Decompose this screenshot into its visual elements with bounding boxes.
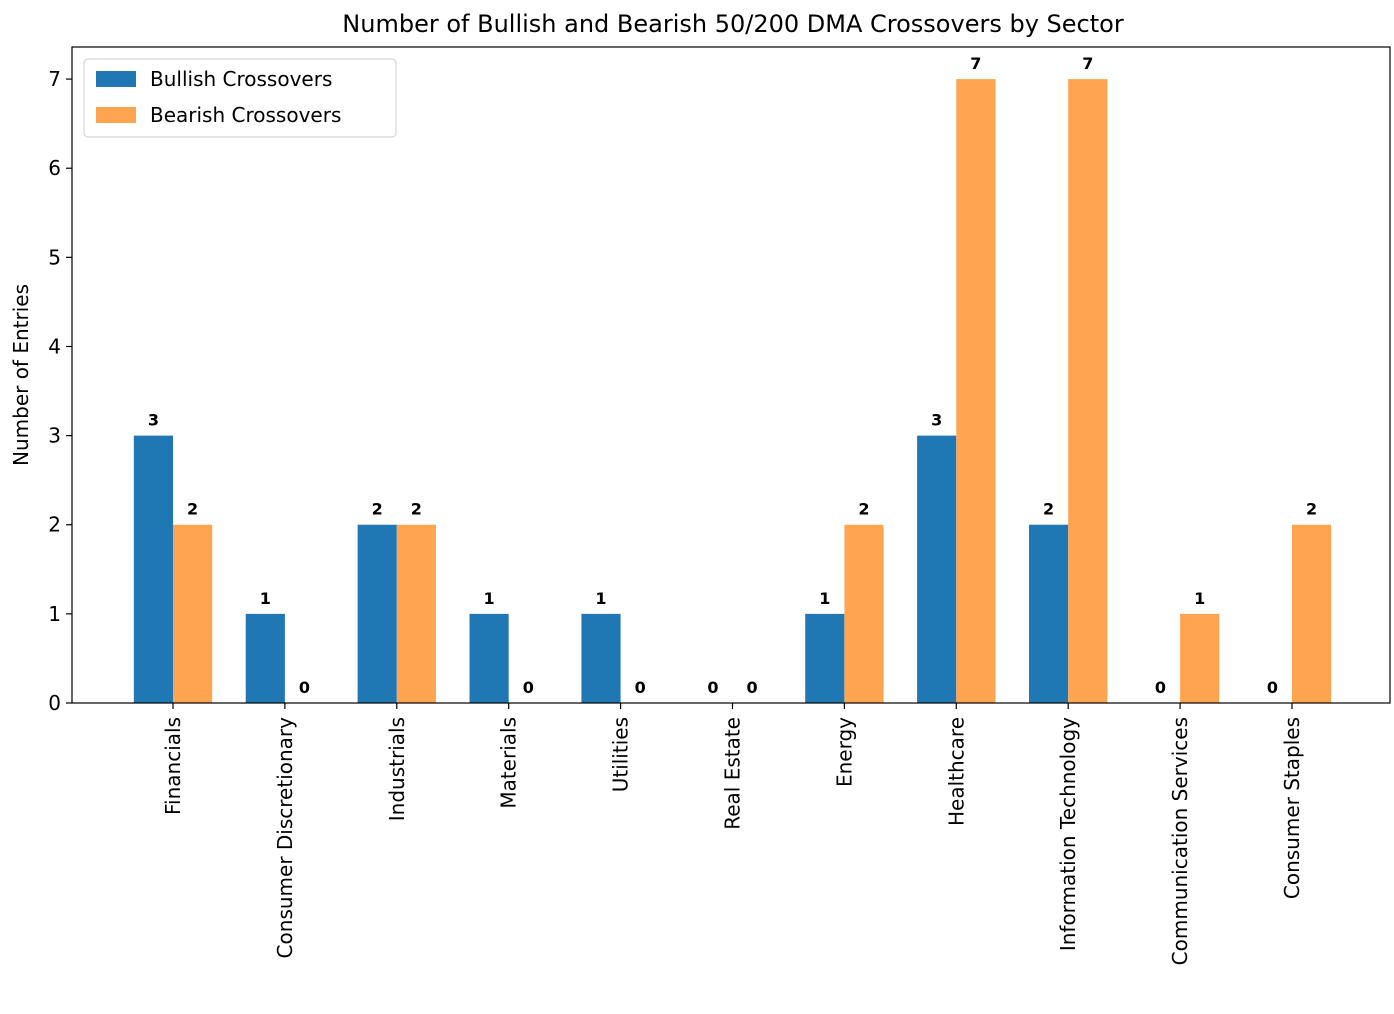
x-tick-label: Healthcare: [944, 717, 968, 826]
bar: [1068, 79, 1108, 703]
bar: [469, 613, 509, 703]
plot-frame: [71, 46, 1391, 704]
legend: Bullish Crossovers Bearish Crossovers: [83, 58, 397, 138]
value-label: 2: [372, 500, 383, 519]
x-tick-label: Consumer Staples: [1280, 717, 1304, 899]
x-tick-label: Materials: [497, 717, 521, 809]
value-label: 0: [1155, 678, 1166, 697]
y-tick-label: 5: [48, 245, 61, 269]
value-label: 2: [858, 500, 869, 519]
x-tick-label: Consumer Discretionary: [273, 717, 297, 959]
value-label: 7: [1082, 54, 1093, 73]
y-tick-label: 1: [48, 602, 61, 626]
bar: [917, 435, 957, 703]
value-label: 1: [484, 589, 495, 608]
value-label: 3: [148, 411, 159, 430]
bar: [245, 613, 285, 703]
value-label: 2: [411, 500, 422, 519]
bar: [172, 524, 213, 703]
value-label: 1: [819, 589, 830, 608]
legend-swatch: [96, 107, 136, 123]
legend-label: Bearish Crossovers: [150, 103, 341, 127]
legend-label: Bullish Crossovers: [150, 67, 332, 91]
value-label: 7: [970, 54, 981, 73]
x-tick-label: Industrials: [385, 717, 409, 821]
bar: [844, 524, 884, 703]
x-tick-label: Communication Services: [1168, 717, 1192, 965]
value-label: 0: [746, 678, 757, 697]
y-axis-label: Number of Entries: [9, 284, 33, 466]
value-label: 2: [1043, 500, 1054, 519]
value-label: 0: [635, 678, 646, 697]
value-label: 0: [707, 678, 718, 697]
x-tick-label: Real Estate: [720, 717, 744, 830]
bar: [1291, 524, 1332, 703]
bar: [581, 613, 621, 703]
y-tick-label: 2: [48, 513, 61, 537]
bar: [805, 613, 845, 703]
value-label: 0: [299, 678, 310, 697]
value-label: 1: [595, 589, 606, 608]
legend-frame: [83, 58, 397, 138]
x-tick-label: Energy: [832, 717, 856, 787]
bar: [396, 524, 436, 703]
value-label: 0: [523, 678, 534, 697]
value-label: 0: [1267, 678, 1278, 697]
value-label: 2: [1306, 500, 1317, 519]
legend-swatch: [96, 71, 136, 87]
bar: [133, 435, 173, 703]
bar: [1180, 613, 1220, 703]
y-tick-label: 4: [48, 334, 61, 358]
value-label: 1: [260, 589, 271, 608]
bar: [956, 79, 996, 703]
y-tick-label: 6: [48, 156, 61, 180]
value-label: 1: [1194, 589, 1205, 608]
value-label: 2: [187, 500, 198, 519]
bar: [1029, 524, 1069, 703]
value-label: 3: [931, 411, 942, 430]
x-tick-label: Financials: [161, 717, 185, 815]
y-tick-label: 7: [48, 67, 61, 91]
y-tick-label: 3: [48, 424, 61, 448]
chart-title: Number of Bullish and Bearish 50/200 DMA…: [342, 10, 1124, 38]
x-tick-label: Information Technology: [1056, 717, 1080, 951]
bar: [357, 524, 397, 703]
y-tick-label: 0: [48, 691, 61, 715]
x-tick-label: Utilities: [609, 717, 633, 792]
